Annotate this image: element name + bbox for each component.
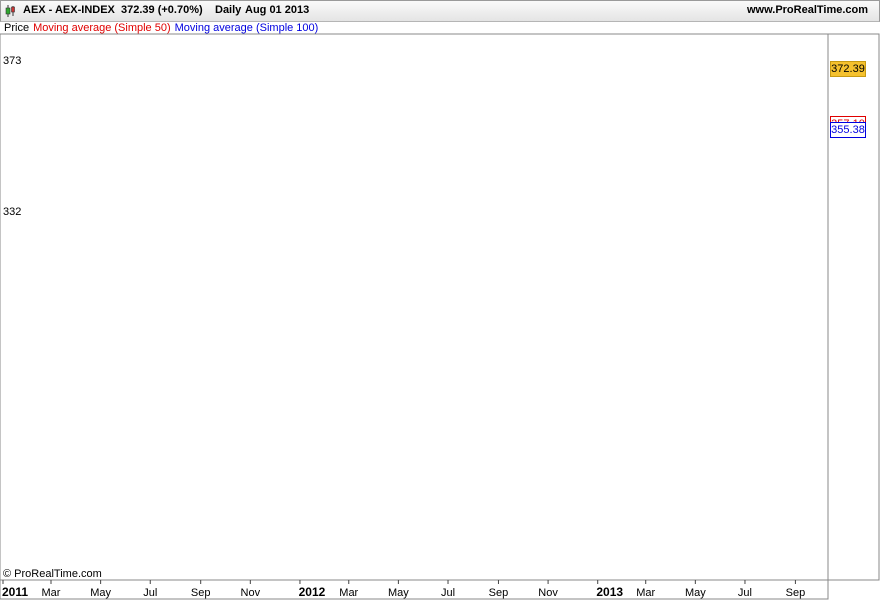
legend-ma50[interactable]: Moving average (Simple 50): [33, 22, 171, 34]
legend-ma100[interactable]: Moving average (Simple 100): [174, 22, 319, 34]
x-tick-label: Jul: [738, 587, 752, 599]
x-tick-label: Sep: [786, 587, 806, 599]
x-tick-label: 2011: [2, 585, 28, 599]
x-tick-label: Mar: [42, 587, 61, 599]
x-tick-label: Jul: [143, 587, 157, 599]
ma100-value-tag: 355.38: [830, 122, 866, 138]
x-tick-label: May: [90, 587, 111, 599]
legend-price[interactable]: Price: [4, 22, 30, 34]
x-tick-label: 2012: [299, 585, 326, 599]
lower-level-label: 332: [3, 206, 22, 218]
x-tick-label: Mar: [339, 587, 358, 599]
x-tick-label: Jul: [441, 587, 455, 599]
copyright-notice: © ProRealTime.com: [3, 568, 102, 580]
x-tick-label: Sep: [191, 587, 211, 599]
x-tick-label: Nov: [538, 587, 558, 599]
x-tick-label: May: [388, 587, 409, 599]
upper-level-label: 373: [3, 55, 22, 67]
last-quote: 372.39 (+0.70%): [121, 4, 203, 16]
period-label: Daily: [215, 4, 242, 16]
chart-title-bar: AEX - AEX-INDEX 372.39 (+0.70%) Daily Au…: [0, 0, 880, 22]
site-name[interactable]: www.ProRealTime.com: [747, 4, 869, 16]
candlestick-icon: [5, 5, 15, 17]
x-tick-label: Mar: [636, 587, 655, 599]
x-tick-label: Sep: [489, 587, 509, 599]
last-price-tag: 372.39: [830, 61, 866, 77]
ticker-name: AEX - AEX-INDEX: [23, 4, 115, 16]
plot-area[interactable]: [0, 33, 829, 581]
x-tick-label: Nov: [241, 587, 261, 599]
indicator-legend: Price Moving average (Simple 50) Moving av…: [4, 22, 322, 34]
quote-date: Aug 01 2013: [245, 4, 310, 16]
x-tick-label: 2013: [596, 585, 623, 599]
x-tick-label: May: [685, 587, 706, 599]
time-axis: [0, 579, 829, 600]
